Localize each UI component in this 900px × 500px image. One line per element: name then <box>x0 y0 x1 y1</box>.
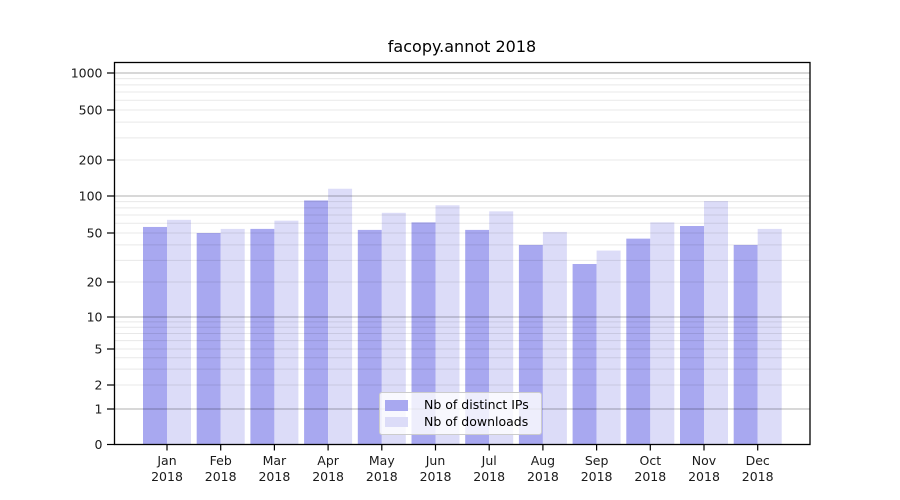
bar-downloads-sep <box>596 250 621 445</box>
plot-border <box>113 61 811 446</box>
y-tick-label: 1000 <box>71 65 103 80</box>
legend-swatch-downloads <box>385 416 408 427</box>
x-tick-label-year: 2018 <box>742 469 774 484</box>
legend-label-downloads: Nb of downloads <box>424 413 529 429</box>
x-tick-label-month: Jan <box>156 453 176 468</box>
bar-distinct-ips-oct <box>626 238 651 445</box>
x-tick-label-month: Oct <box>639 453 661 468</box>
x-tick-label-year: 2018 <box>366 469 398 484</box>
bar-downloads-apr <box>328 188 353 445</box>
x-tick-label-month: Dec <box>746 453 770 468</box>
x-tick-label-year: 2018 <box>581 469 613 484</box>
x-tick-label-year: 2018 <box>258 469 290 484</box>
bar-distinct-ips-may <box>357 229 382 445</box>
x-tick-label-year: 2018 <box>312 469 344 484</box>
x-tick-label-month: Jun <box>425 453 446 468</box>
x-tick-label-month: Aug <box>531 453 555 468</box>
bar-distinct-ips-feb <box>196 233 221 445</box>
y-tick-label: 20 <box>87 274 103 289</box>
bar-distinct-ips-dec <box>733 244 758 445</box>
y-tick-label: 100 <box>79 188 103 203</box>
x-tick-label-month: Feb <box>210 453 232 468</box>
bar-downloads-jan <box>167 219 191 445</box>
bar-distinct-ips-nov <box>680 226 704 445</box>
bar-downloads-feb <box>220 228 245 445</box>
legend-label-distinct-ips: Nb of distinct IPs <box>424 397 529 412</box>
bar-downloads-dec <box>757 228 782 445</box>
y-tick-label: 10 <box>87 309 103 324</box>
x-tick-label-year: 2018 <box>151 469 183 484</box>
x-tick-label-year: 2018 <box>527 469 559 484</box>
x-tick-label-month: Mar <box>263 453 287 468</box>
bar-downloads-aug <box>542 231 567 445</box>
y-tick-label: 500 <box>79 102 103 117</box>
x-tick-label-month: May <box>369 453 395 468</box>
bar-distinct-ips-jan <box>143 226 167 445</box>
legend-item-distinct-ips: Nb of distinct IPs <box>385 397 537 413</box>
x-tick-label-year: 2018 <box>473 469 505 484</box>
bar-downloads-nov <box>704 201 728 445</box>
x-tick-label-year: 2018 <box>634 469 666 484</box>
bar-distinct-ips-mar <box>250 228 275 445</box>
x-tick-label-year: 2018 <box>420 469 452 484</box>
y-tick-label: 0 <box>95 437 103 452</box>
x-tick-label-month: Apr <box>317 453 339 468</box>
bar-distinct-ips-sep <box>572 264 597 445</box>
legend: Nb of distinct IPs Nb of downloads <box>379 392 542 435</box>
bar-downloads-mar <box>274 220 299 445</box>
x-tick-label-year: 2018 <box>205 469 237 484</box>
y-tick-label: 5 <box>95 341 103 356</box>
y-tick-label: 200 <box>79 152 103 167</box>
x-tick-label-month: Jul <box>481 453 497 468</box>
bar-distinct-ips-apr <box>304 200 329 445</box>
legend-item-downloads: Nb of downloads <box>385 414 537 430</box>
legend-swatch-distinct-ips <box>385 400 408 411</box>
x-tick-label-year: 2018 <box>688 469 720 484</box>
chart-title: facopy.annot 2018 <box>387 37 537 56</box>
bar-downloads-oct <box>650 222 675 445</box>
y-tick-label: 50 <box>87 225 103 240</box>
x-tick-label-month: Nov <box>692 453 717 468</box>
x-tick-label-month: Sep <box>585 453 609 468</box>
y-tick-label: 1 <box>95 401 103 416</box>
y-tick-label: 2 <box>95 377 103 392</box>
